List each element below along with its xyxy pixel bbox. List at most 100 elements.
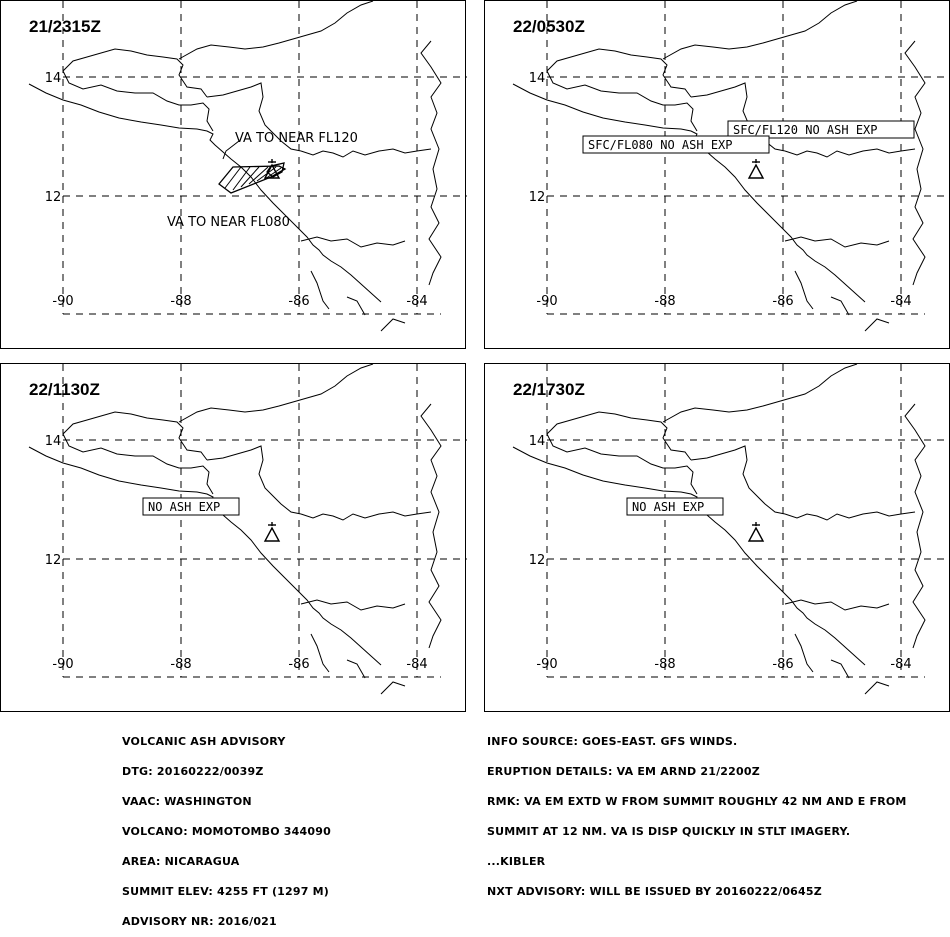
latitude-tick-label: 12 bbox=[529, 190, 546, 205]
label-no-ash: NO ASH EXP bbox=[148, 500, 220, 514]
country-border bbox=[62, 433, 214, 495]
label-box bbox=[727, 120, 915, 139]
country-border bbox=[662, 1, 858, 60]
longitude-tick-label: -84 bbox=[406, 657, 427, 672]
label-no-ash: NO ASH EXP bbox=[632, 500, 704, 514]
country-border bbox=[178, 364, 374, 423]
country-border bbox=[546, 433, 698, 495]
advisory-line: VOLCANO: MOMOTOMBO 344090 bbox=[122, 825, 331, 838]
country-border bbox=[62, 48, 208, 98]
coast-detail bbox=[794, 633, 890, 695]
country-border bbox=[784, 511, 916, 521]
map-panel-1: -90 -88 -86 -84 14 12 VA TO NEAR FL120 VA TO … bbox=[0, 0, 467, 349]
longitude-tick-label: -90 bbox=[536, 657, 557, 672]
info-line: RMK: VA EM EXTD W FROM SUMMIT ROUGHLY 42… bbox=[487, 795, 907, 808]
info-line: NXT ADVISORY: WILL BE ISSUED BY 20160222… bbox=[487, 885, 822, 898]
advisory-line: VOLCANIC ASH ADVISORY bbox=[122, 735, 286, 748]
latitude-tick-label: 12 bbox=[45, 190, 62, 205]
country-border bbox=[178, 1, 374, 60]
advisory-line: ADVISORY NR: 2016/021 bbox=[122, 915, 277, 928]
advisory-line: DTG: 20160222/0039Z bbox=[122, 765, 264, 778]
label-fl080: VA TO NEAR FL080 bbox=[167, 215, 290, 230]
latitude-tick-label: 14 bbox=[45, 71, 62, 86]
country-border bbox=[300, 148, 432, 158]
country-border bbox=[662, 364, 858, 423]
label-box bbox=[142, 497, 240, 516]
country-border bbox=[546, 411, 692, 461]
advisory-line: AREA: NICARAGUA bbox=[122, 855, 240, 868]
country-border bbox=[300, 236, 406, 248]
coastline bbox=[28, 446, 382, 666]
volcano-icon bbox=[747, 522, 765, 542]
latitude-tick-label: 12 bbox=[529, 553, 546, 568]
country-border bbox=[206, 445, 302, 515]
longitude-tick-label: -88 bbox=[654, 294, 675, 309]
map-graphic: -90 -88 -86 -84 14 12 SFC/FL120 NO ASH EXP SF… bbox=[512, 1, 950, 332]
panel-time: 21/2315Z bbox=[29, 17, 101, 36]
base-map: -90 -88 -86 -84 14 12 bbox=[512, 1, 950, 332]
longitude-tick-label: -84 bbox=[890, 657, 911, 672]
panel-time: 22/0530Z bbox=[513, 17, 585, 36]
longitude-tick-label: -84 bbox=[406, 294, 427, 309]
latitude-tick-label: 14 bbox=[529, 434, 546, 449]
country-border bbox=[546, 70, 698, 132]
label-box bbox=[582, 135, 770, 154]
longitude-tick-label: -86 bbox=[772, 657, 793, 672]
info-line: SUMMIT AT 12 NM. VA IS DISP QUICKLY IN S… bbox=[487, 825, 851, 838]
coastline-east bbox=[420, 40, 442, 286]
longitude-tick-label: -88 bbox=[170, 657, 191, 672]
coast-detail bbox=[310, 633, 406, 695]
coast-detail bbox=[310, 270, 406, 332]
label-box bbox=[626, 497, 724, 516]
info-block: INFO SOURCE: GOES-EAST. GFS WINDS. ERUPT… bbox=[487, 717, 907, 907]
coastline-east bbox=[420, 403, 442, 649]
map-graphic: -90 -88 -86 -84 14 12 NO ASH EXP bbox=[28, 364, 467, 695]
base-map: -90 -88 -86 -84 14 12 bbox=[28, 1, 467, 332]
info-line: INFO SOURCE: GOES-EAST. GFS WINDS. bbox=[487, 735, 738, 748]
advisory-line: VAAC: WASHINGTON bbox=[122, 795, 252, 808]
label-fl120: VA TO NEAR FL120 bbox=[235, 131, 358, 146]
country-border bbox=[784, 148, 916, 158]
coastline-east bbox=[904, 40, 926, 286]
panel-time: 22/1730Z bbox=[513, 380, 585, 399]
latitude-tick-label: 12 bbox=[45, 553, 62, 568]
longitude-tick-label: -84 bbox=[890, 294, 911, 309]
country-border bbox=[784, 236, 890, 248]
longitude-tick-label: -88 bbox=[654, 657, 675, 672]
base-map: -90 -88 -86 -84 14 12 bbox=[28, 364, 467, 695]
map-graphic: -90 -88 -86 -84 14 12 NO ASH EXP bbox=[512, 364, 950, 695]
label-fl120: SFC/FL120 NO ASH EXP bbox=[733, 123, 878, 137]
map-panel-4: -90 -88 -86 -84 14 12 NO ASH EXP 22/1730Z bbox=[484, 363, 950, 712]
map-graphic: -90 -88 -86 -84 14 12 VA TO NEAR FL120 VA TO … bbox=[28, 1, 467, 332]
longitude-tick-label: -88 bbox=[170, 294, 191, 309]
volcano-icon bbox=[747, 159, 765, 179]
leader-line bbox=[222, 140, 240, 160]
info-line: ...KIBLER bbox=[487, 855, 546, 868]
ash-cloud-fl080 bbox=[218, 165, 287, 194]
ash-hatch bbox=[224, 166, 282, 191]
ash-cloud-fl120 bbox=[266, 162, 285, 178]
longitude-tick-label: -86 bbox=[288, 657, 309, 672]
advisory-block: VOLCANIC ASH ADVISORY DTG: 20160222/0039… bbox=[122, 717, 331, 937]
latitude-tick-label: 14 bbox=[45, 434, 62, 449]
country-border bbox=[784, 599, 890, 611]
coast-detail bbox=[794, 270, 890, 332]
longitude-tick-label: -90 bbox=[52, 294, 73, 309]
longitude-tick-label: -90 bbox=[536, 294, 557, 309]
label-fl080: SFC/FL080 NO ASH EXP bbox=[588, 138, 733, 152]
country-border bbox=[546, 48, 692, 98]
country-border bbox=[62, 411, 208, 461]
panel-time: 22/1130Z bbox=[29, 380, 100, 399]
latitude-tick-label: 14 bbox=[529, 71, 546, 86]
info-line: ERUPTION DETAILS: VA EM ARND 21/2200Z bbox=[487, 765, 760, 778]
longitude-tick-label: -90 bbox=[52, 657, 73, 672]
coastline bbox=[512, 83, 866, 303]
longitude-tick-label: -86 bbox=[772, 294, 793, 309]
country-border bbox=[300, 511, 432, 521]
advisory-line: SUMMIT ELEV: 4255 FT (1297 M) bbox=[122, 885, 329, 898]
base-map: -90 -88 -86 -84 14 12 bbox=[512, 364, 950, 695]
volcano-icon bbox=[263, 522, 281, 542]
country-border bbox=[62, 70, 214, 132]
map-panel-2: -90 -88 -86 -84 14 12 SFC/FL120 NO ASH EXP SF… bbox=[484, 0, 950, 349]
country-border bbox=[690, 445, 786, 515]
